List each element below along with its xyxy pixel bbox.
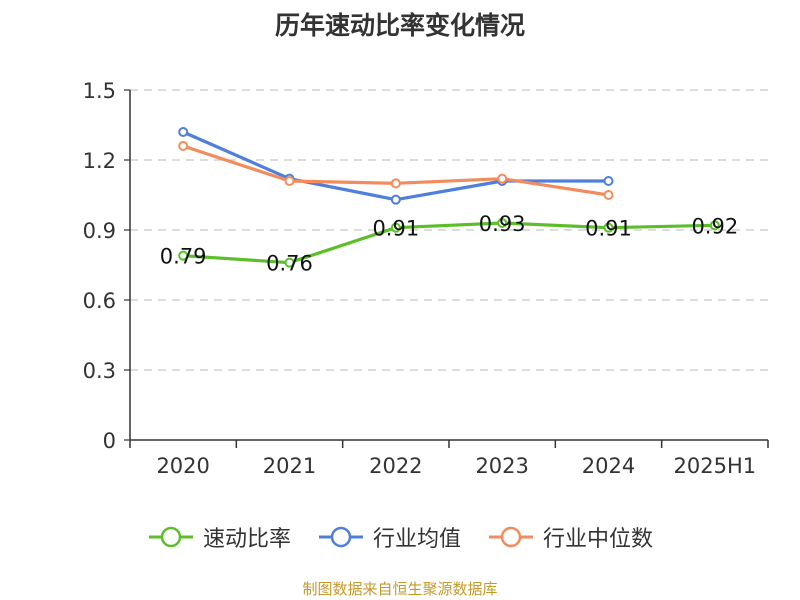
series-point-1	[603, 176, 614, 186]
y-tick-label: 0.6	[83, 289, 116, 313]
legend-label-quick-ratio: 速动比率	[202, 527, 291, 552]
y-tick-label: 1.2	[83, 149, 116, 173]
series-point-1	[390, 194, 401, 205]
y-tick-label: 0.3	[83, 359, 116, 383]
y-tick-label: 1.5	[83, 79, 116, 103]
x-tick-label: 2024	[582, 454, 635, 478]
data-label: 0.91	[372, 217, 419, 241]
legend-item-industry-mean[interactable]: 行业均值	[317, 521, 461, 553]
data-label: 0.76	[266, 252, 313, 276]
y-tick-label: 0.9	[83, 219, 116, 243]
legend: 速动比率 行业均值 行业中位数	[0, 520, 800, 554]
y-tick-label: 0	[103, 429, 116, 453]
x-tick-label: 2020	[156, 454, 209, 478]
data-label: 0.92	[691, 214, 738, 238]
series-point-0	[390, 222, 401, 233]
series-point-0	[497, 218, 508, 228]
source-note: 制图数据来自恒生聚源数据库	[302, 580, 498, 598]
x-tick-label: 2025H1	[674, 454, 757, 478]
legend-swatch-industry-mean-icon	[318, 526, 363, 548]
legend-label-industry-median: 行业中位数	[543, 527, 654, 552]
series-point-1	[178, 127, 189, 137]
legend-item-industry-median[interactable]: 行业中位数	[487, 521, 653, 553]
legend-swatch-industry-median-icon	[489, 526, 533, 548]
series-point-0	[603, 222, 614, 233]
series-point-2	[284, 176, 295, 186]
x-tick-label: 2022	[369, 454, 422, 478]
x-tick-label: 2021	[263, 454, 316, 478]
chart-title: 历年速动比率变化情况	[274, 11, 525, 40]
series-point-2	[178, 141, 189, 151]
series-line-0	[183, 221, 715, 265]
series-point-2	[497, 173, 508, 184]
series-point-0	[178, 250, 189, 261]
series-point-2	[390, 178, 401, 189]
legend-label-industry-mean: 行业均值	[372, 527, 461, 552]
x-tick-label: 2023	[475, 454, 528, 478]
series-point-2	[603, 190, 614, 200]
legend-swatch-quick-ratio-icon	[148, 526, 193, 548]
data-label: 0.93	[479, 212, 526, 236]
series-point-0	[284, 257, 295, 268]
series-point-0	[709, 220, 720, 231]
legend-item-quick-ratio[interactable]: 速动比率	[147, 521, 291, 553]
data-label: 0.79	[160, 245, 207, 269]
data-label: 0.91	[585, 217, 632, 241]
